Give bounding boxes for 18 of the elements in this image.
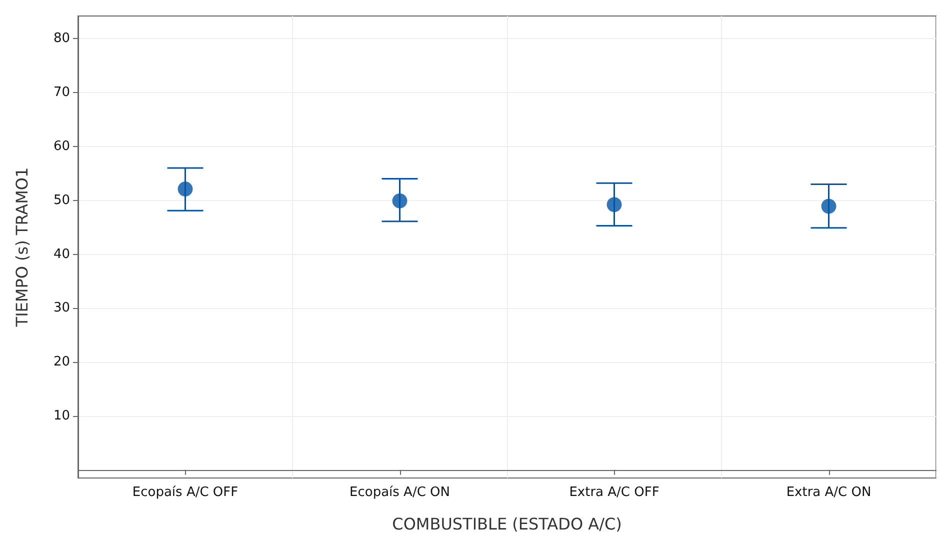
point — [392, 193, 408, 208]
point — [821, 198, 836, 214]
x-tick-label: Extra A/C OFF — [569, 485, 660, 500]
y-tick-label: 80 — [53, 31, 70, 46]
y-tick-label: 70 — [53, 85, 70, 100]
y-tick-label: 40 — [53, 246, 70, 262]
x-axis-title: COMBUSTIBLE (ESTADO A/C) — [392, 514, 622, 534]
y-tick-label: 50 — [53, 192, 70, 208]
x-tick-label: Extra A/C ON — [786, 485, 872, 500]
x-tick-label: Ecopaís A/C OFF — [132, 485, 238, 500]
y-tick-label: 30 — [53, 300, 70, 316]
point — [178, 182, 193, 197]
y-tick-label: 20 — [53, 354, 70, 370]
y-axis-title: TIEMPO (s) TRAMO1 — [12, 167, 32, 328]
x-tick-label: Ecopaís A/C ON — [350, 485, 450, 500]
y-tick-label: 10 — [53, 408, 70, 424]
point — [606, 197, 622, 212]
y-tick-label: 60 — [53, 138, 70, 154]
